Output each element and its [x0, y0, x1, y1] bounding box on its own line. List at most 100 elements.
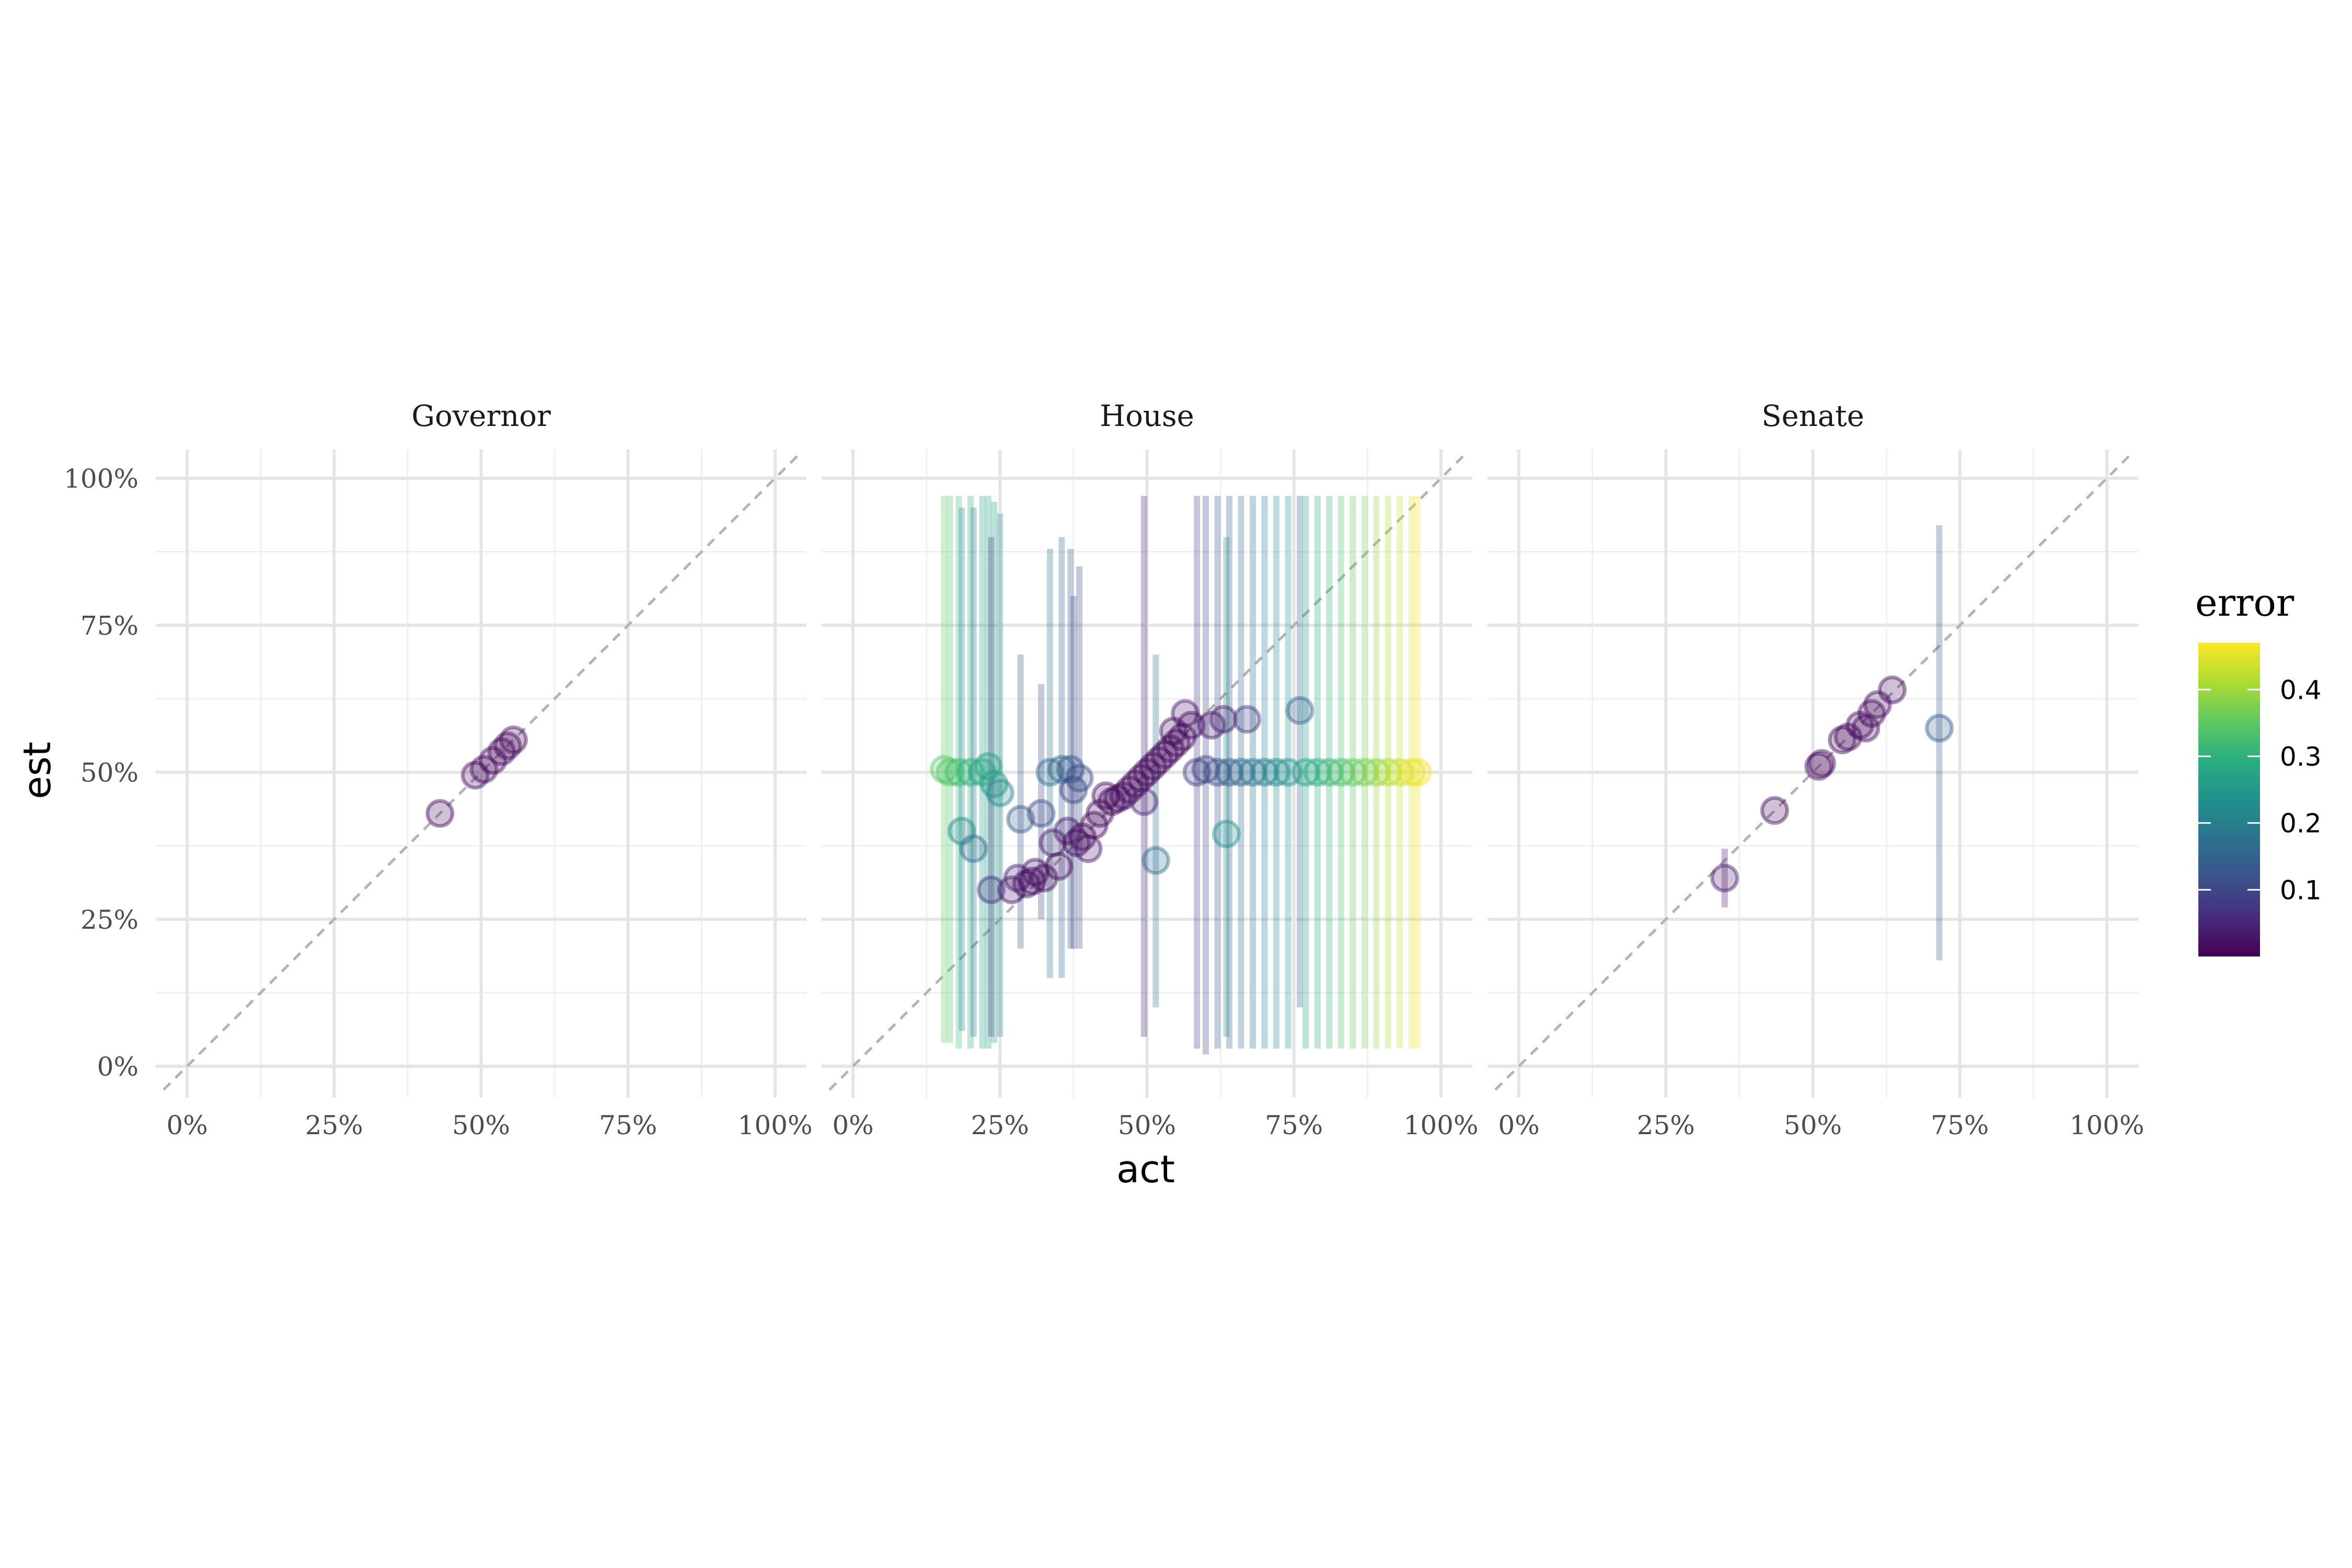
data-point — [1171, 699, 1200, 728]
data-point — [1285, 696, 1315, 725]
data-point — [974, 752, 1003, 781]
data-point — [1047, 755, 1076, 784]
data-point — [1238, 758, 1267, 787]
data-point — [1162, 728, 1191, 757]
data-point — [1021, 858, 1050, 887]
x-tick-label: 0% — [832, 1110, 873, 1140]
x-tick-label: 75% — [1931, 1110, 1989, 1140]
data-point — [1003, 863, 1032, 893]
data-point — [1338, 758, 1367, 787]
data-point — [1059, 775, 1088, 804]
data-point — [1109, 781, 1138, 810]
data-point — [1074, 834, 1103, 863]
data-point — [985, 778, 1014, 808]
x-tick-label: 75% — [599, 1110, 657, 1140]
data-point — [1056, 755, 1085, 784]
x-tick-label: 25% — [305, 1110, 363, 1140]
legend-title: error — [2195, 581, 2295, 625]
data-point — [1039, 828, 1067, 857]
data-point — [1062, 828, 1091, 857]
data-point — [1156, 734, 1185, 763]
facet-title: House — [1100, 399, 1194, 433]
data-point — [1197, 711, 1226, 740]
data-point — [959, 834, 988, 863]
data-point — [1141, 846, 1170, 875]
data-point — [425, 799, 455, 828]
data-point — [1215, 758, 1244, 787]
data-point — [499, 725, 528, 755]
data-point — [1327, 758, 1356, 787]
data-point — [1053, 816, 1082, 846]
data-point — [1079, 811, 1109, 840]
x-tick-label: 50% — [1784, 1110, 1842, 1140]
facet-title: Governor — [411, 399, 551, 433]
data-point — [469, 755, 499, 784]
data-point — [1097, 787, 1126, 816]
data-point — [1012, 869, 1041, 898]
data-point — [1250, 758, 1279, 787]
y-tick-label: 0% — [97, 1052, 139, 1082]
data-point — [929, 755, 959, 784]
data-point — [1804, 752, 1834, 781]
data-point — [1857, 699, 1886, 728]
y-tick-label: 75% — [80, 610, 139, 641]
y-axis-title: est — [15, 742, 59, 799]
x-tick-label: 100% — [2070, 1110, 2145, 1140]
data-point — [997, 875, 1027, 904]
data-point — [1138, 752, 1168, 781]
data-point — [1203, 758, 1232, 787]
data-point — [1846, 711, 1874, 740]
y-tick-label: 25% — [80, 905, 139, 935]
data-point — [944, 758, 973, 787]
data-point — [1362, 758, 1391, 787]
data-point — [1385, 758, 1414, 787]
x-tick-label: 50% — [452, 1110, 510, 1140]
colorbar-legend: error 0.1 0.2 0.3 0.4 — [2195, 581, 2322, 956]
data-point — [1065, 764, 1094, 793]
x-axis-title: act — [1116, 1147, 1175, 1191]
data-point — [1291, 758, 1320, 787]
data-point — [1760, 796, 1789, 825]
x-tick-label: 50% — [1118, 1110, 1176, 1140]
colorbar-tick-label: 0.3 — [2280, 742, 2322, 772]
data-point — [956, 758, 985, 787]
data-point — [1091, 781, 1121, 810]
facet-panel-house: House 0% 25% 50% 75% 100% — [822, 399, 1478, 1140]
y-tick-label: 100% — [64, 464, 139, 494]
data-point — [1030, 863, 1059, 893]
data-point — [493, 731, 522, 760]
data-point — [1086, 799, 1114, 828]
data-point — [1350, 758, 1379, 787]
data-point — [968, 758, 997, 787]
data-point — [1303, 758, 1332, 787]
data-point — [1403, 758, 1432, 787]
colorbar-tick-label: 0.2 — [2280, 809, 2322, 839]
x-tick-label: 0% — [166, 1110, 207, 1140]
data-point — [1177, 711, 1206, 740]
data-point — [1834, 722, 1863, 752]
data-point — [1274, 758, 1302, 787]
data-point — [1168, 722, 1197, 752]
data-point — [1027, 799, 1056, 828]
data-point — [979, 769, 1009, 799]
data-point — [1006, 805, 1035, 834]
data-point — [1209, 705, 1238, 734]
data-point — [1227, 758, 1255, 787]
data-point — [1103, 784, 1132, 813]
data-point — [1710, 863, 1739, 893]
colorbar-ticks: 0.1 0.2 0.3 0.4 — [2198, 675, 2322, 905]
colorbar-tick-label: 0.4 — [2280, 675, 2322, 705]
y-tick-label: 50% — [80, 758, 139, 788]
data-point — [1807, 749, 1836, 778]
data-point — [1191, 755, 1220, 784]
data-point — [1115, 775, 1144, 804]
data-point — [1924, 713, 1954, 743]
data-point — [1828, 725, 1857, 755]
data-point — [1182, 758, 1212, 787]
data-point — [1129, 787, 1159, 816]
facet-panel-governor: Governor 0% 25% 50% 75% 100% 0% 25% 50% 75% 100% — [64, 399, 812, 1140]
data-point — [1212, 820, 1241, 849]
data-point — [1150, 740, 1179, 769]
data-point — [1035, 758, 1065, 787]
colorbar — [2198, 643, 2260, 956]
